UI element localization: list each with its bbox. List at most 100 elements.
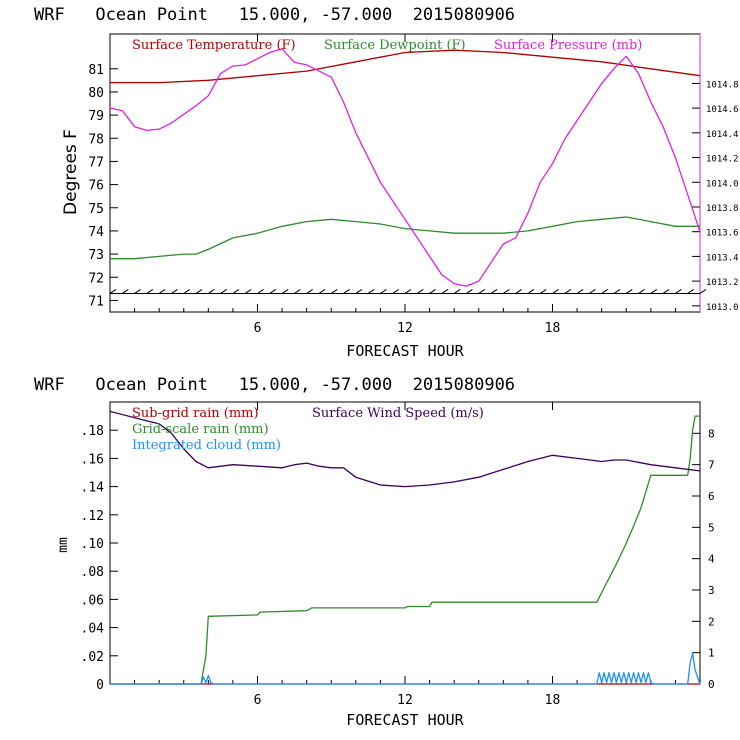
- y-tick-label: .10: [81, 537, 104, 552]
- legend-entry: Surface Temperature (F): [132, 38, 296, 53]
- wind-barb: [368, 289, 374, 293]
- y-axis-label: Degrees F: [61, 129, 81, 215]
- x-axis-label: FORECAST HOUR: [346, 711, 464, 729]
- y-tick-label: 73: [88, 248, 104, 263]
- x-tick-label: 12: [397, 693, 413, 708]
- wind-barb: [110, 289, 116, 293]
- y-tick-label: 72: [88, 271, 104, 286]
- wind-barb: [491, 289, 497, 293]
- wind-barb: [122, 289, 128, 293]
- y-tick-label: 74: [88, 225, 104, 240]
- wind-barb: [663, 289, 669, 293]
- wind-barb: [380, 289, 386, 293]
- wind-barb: [245, 289, 251, 293]
- y2-tick-label: 1014.0: [706, 179, 739, 189]
- wind-barb: [258, 289, 264, 293]
- legend-entry: Integrated cloud (mm): [132, 438, 281, 453]
- wind-barb: [454, 289, 460, 293]
- chart-panel-2: WRF Ocean Point 15.000, -57.000 20150809…: [34, 375, 715, 729]
- wind-barb: [294, 289, 300, 293]
- y2-tick-label: 0: [708, 678, 715, 691]
- wind-barb: [565, 289, 571, 293]
- y2-tick-label: 8: [708, 427, 715, 440]
- wind-barb: [700, 289, 706, 293]
- y2-tick-label: 1013.0: [706, 303, 739, 313]
- wind-barb: [417, 289, 423, 293]
- legend-entry: Grid-scale rain (mm): [132, 422, 269, 437]
- y2-tick-label: 1014.8: [706, 80, 739, 90]
- wind-barb: [688, 289, 694, 293]
- y2-tick-label: 1: [708, 647, 715, 660]
- y-tick-label: .08: [81, 565, 104, 580]
- y-tick-label: .02: [81, 650, 104, 665]
- y2-tick-label: 4: [708, 553, 715, 566]
- wind-barb: [147, 289, 153, 293]
- y-tick-label: .06: [81, 593, 104, 608]
- y2-tick-label: 6: [708, 490, 715, 503]
- wind-barb: [282, 289, 288, 293]
- plot-frame: [110, 34, 700, 312]
- wind-barb: [208, 289, 214, 293]
- y2-tick-label: 1013.8: [706, 204, 739, 214]
- y-axis-label: mm: [56, 537, 71, 553]
- wind-barb: [503, 289, 509, 293]
- y-tick-label: 79: [88, 109, 104, 124]
- wind-barb: [135, 289, 141, 293]
- y-tick-label: 80: [88, 86, 104, 101]
- y2-tick-label: 1013.4: [706, 253, 739, 263]
- wind-barb: [393, 289, 399, 293]
- chart-title: WRF Ocean Point 15.000, -57.000 20150809…: [34, 375, 515, 395]
- y2-tick-label: 1013.6: [706, 229, 739, 239]
- wind-barb: [159, 289, 165, 293]
- x-tick-label: 12: [397, 321, 413, 336]
- series-line-surface-dewpoint-f: [110, 217, 700, 259]
- wind-barb: [196, 289, 202, 293]
- y-tick-label: 78: [88, 132, 104, 147]
- y-tick-label: .14: [81, 481, 105, 496]
- wind-barb: [171, 289, 177, 293]
- x-tick-label: 18: [545, 693, 561, 708]
- wind-barb: [270, 289, 276, 293]
- y-tick-label: 77: [88, 155, 104, 170]
- series-line-surface-pressure-mb: [110, 49, 700, 286]
- y2-tick-label: 1014.6: [706, 105, 739, 115]
- wind-barb: [639, 289, 645, 293]
- y-tick-label: .18: [81, 424, 104, 439]
- legend-entry: Surface Wind Speed (m/s): [312, 406, 484, 421]
- y2-tick-label: 1014.2: [706, 155, 739, 165]
- y-tick-label: .12: [81, 509, 104, 524]
- wind-barb: [356, 289, 362, 293]
- y-tick-label: 81: [88, 63, 104, 78]
- wind-barb: [614, 289, 620, 293]
- y-tick-label: .16: [81, 452, 104, 467]
- wind-barb: [466, 289, 472, 293]
- chart-canvas: WRF Ocean Point 15.000, -57.000 20150809…: [0, 0, 740, 740]
- legend-entry: Sub-grid rain (mm): [132, 406, 259, 421]
- series-line-grid-scale-rain-mm: [110, 416, 700, 684]
- wind-barb: [626, 289, 632, 293]
- y-tick-label: .04: [81, 622, 105, 637]
- wind-barb: [319, 289, 325, 293]
- y-tick-label: 75: [88, 202, 104, 217]
- wind-barb: [479, 289, 485, 293]
- y-tick-label: 76: [88, 179, 104, 194]
- wind-barb: [651, 289, 657, 293]
- y2-tick-label: 2: [708, 615, 715, 628]
- wind-barb: [540, 289, 546, 293]
- x-tick-label: 18: [545, 321, 561, 336]
- y2-tick-label: 1013.2: [706, 278, 739, 288]
- wind-barb: [331, 289, 337, 293]
- wind-barb: [577, 289, 583, 293]
- wind-barb: [602, 289, 608, 293]
- wind-barb: [516, 289, 522, 293]
- wind-barb: [184, 289, 190, 293]
- y2-tick-label: 7: [708, 459, 715, 472]
- y2-tick-label: 3: [708, 584, 715, 597]
- legend-entry: Surface Dewpoint (F): [324, 38, 466, 53]
- wind-barb: [675, 289, 681, 293]
- wind-barb: [442, 289, 448, 293]
- y-tick-label: 0: [96, 678, 104, 693]
- chart-panel-1: WRF Ocean Point 15.000, -57.000 20150809…: [34, 5, 739, 360]
- wind-barb: [233, 289, 239, 293]
- legend-entry: Surface Pressure (mb): [494, 38, 642, 53]
